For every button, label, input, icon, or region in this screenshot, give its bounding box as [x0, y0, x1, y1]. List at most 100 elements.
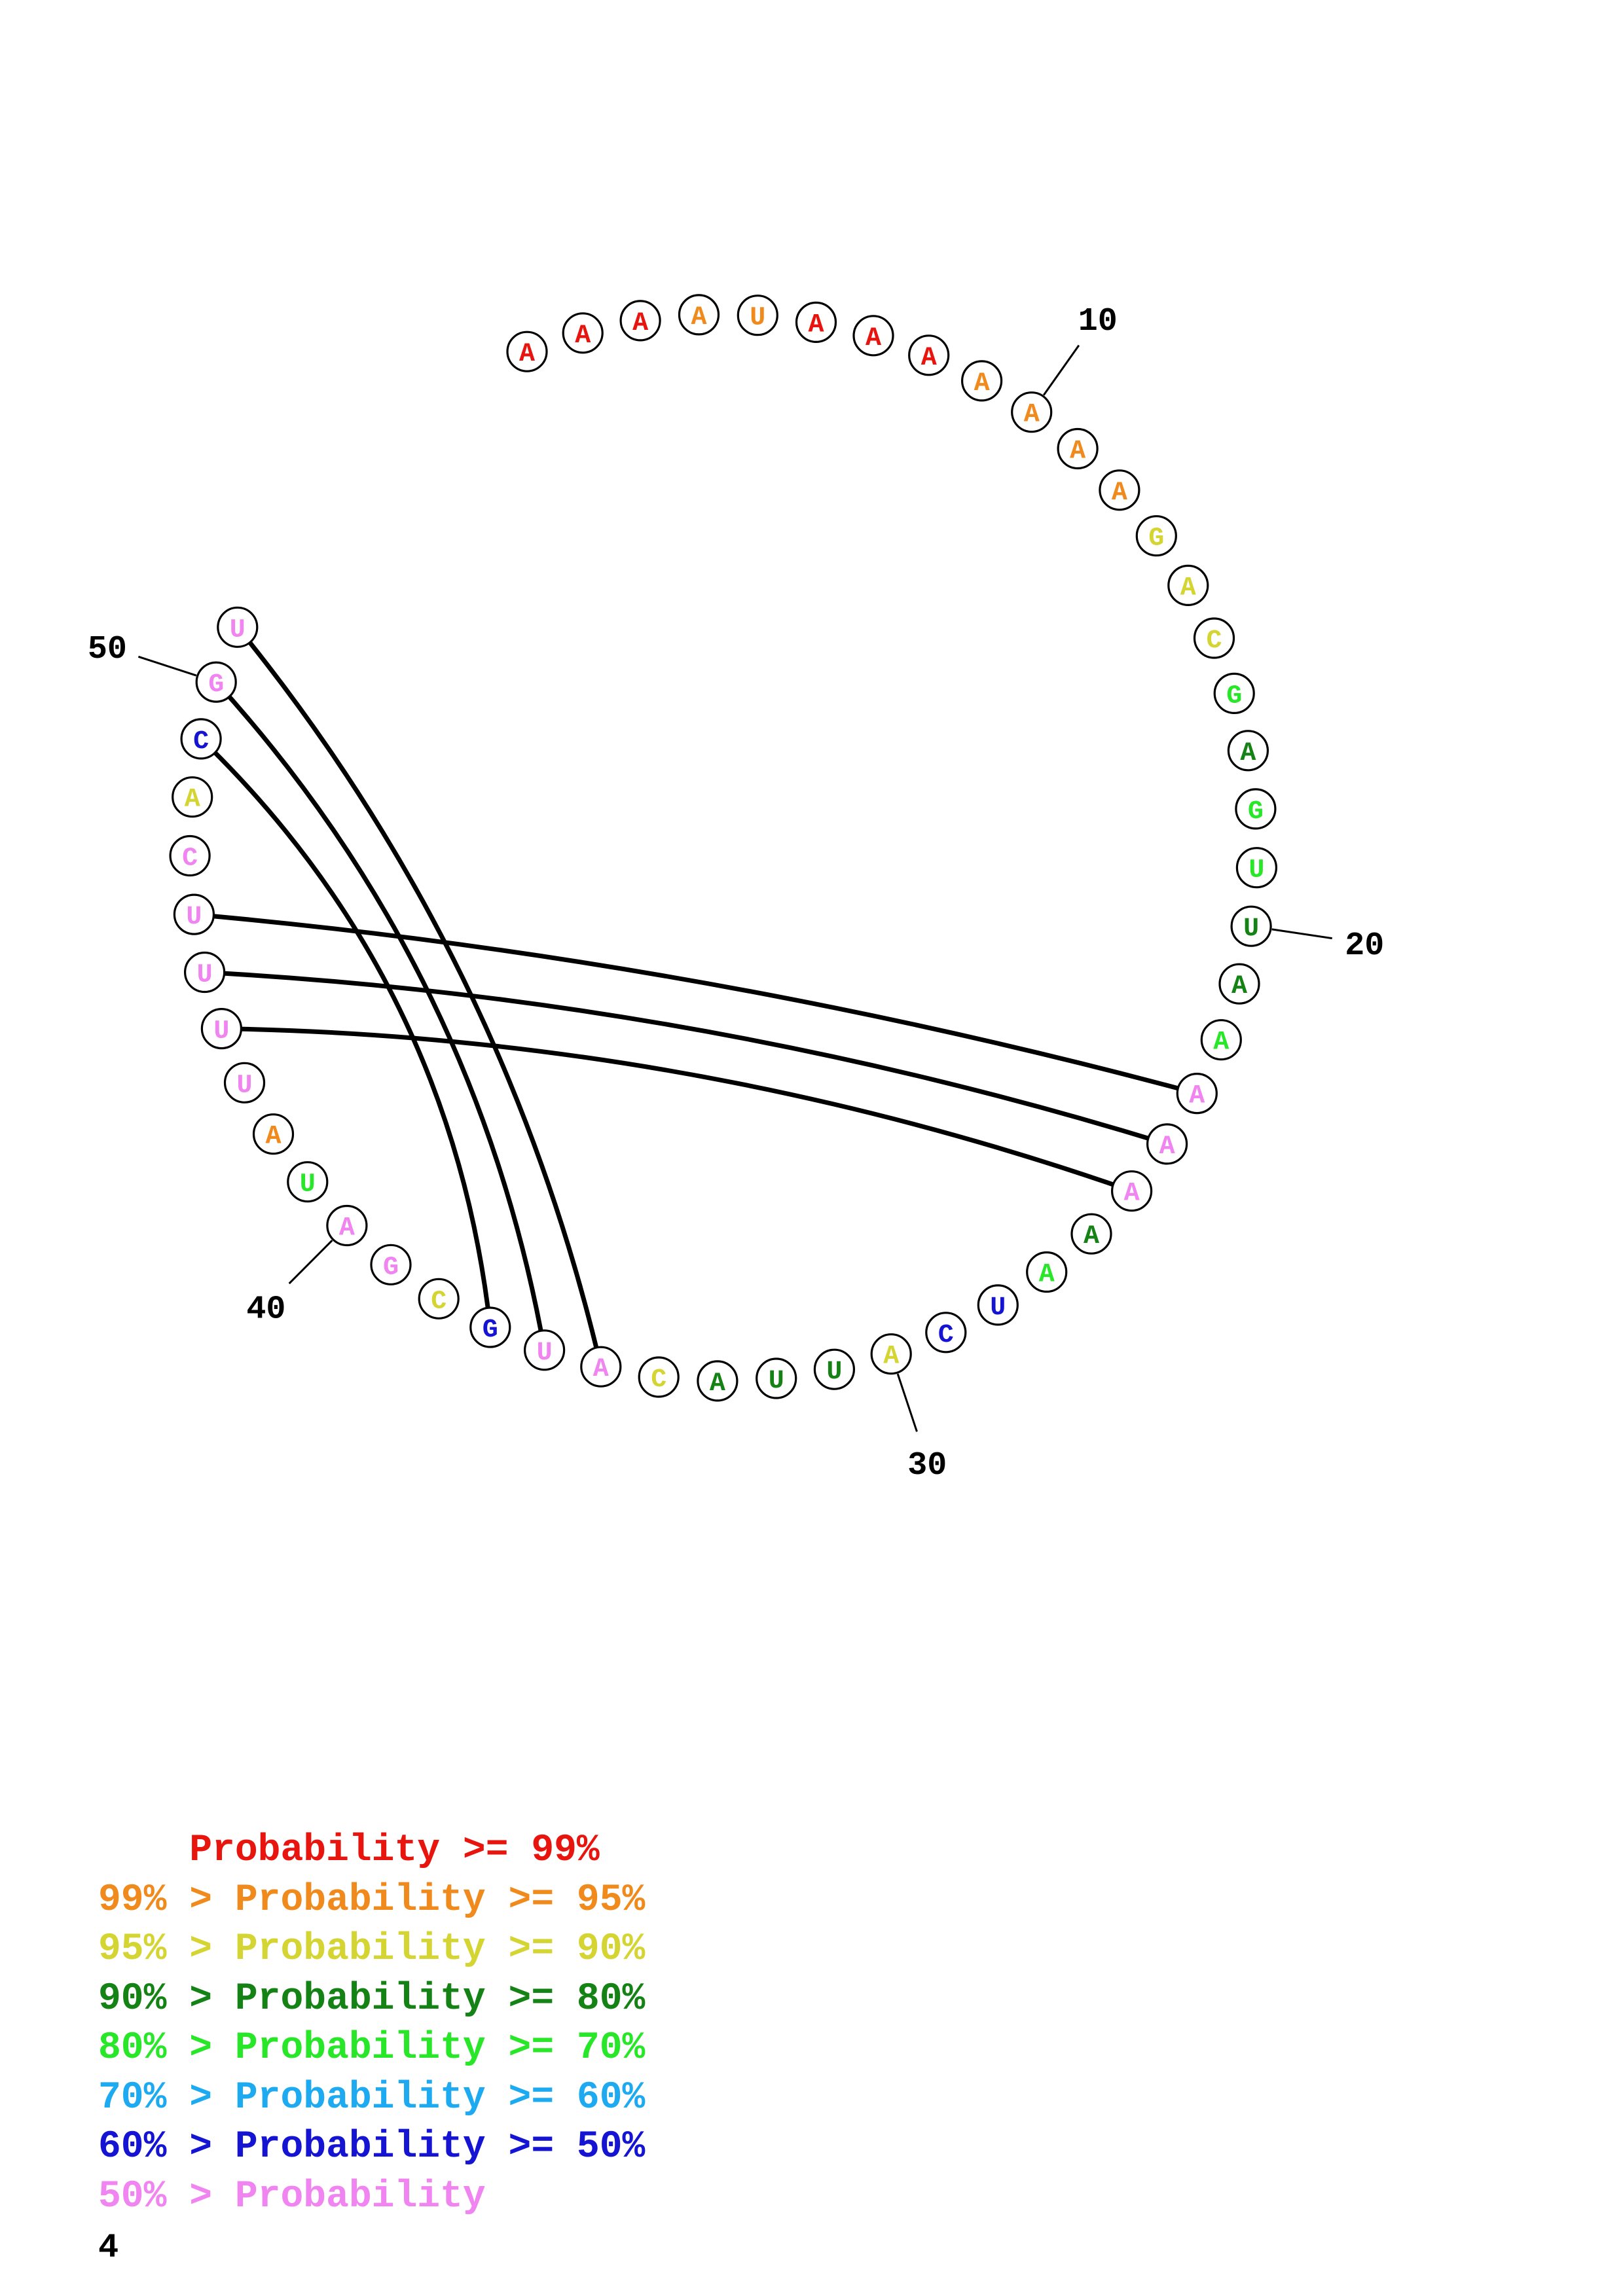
- base-29: C: [925, 1312, 967, 1354]
- base-pair-arcs: [191, 624, 1199, 1369]
- base-letter: A: [1039, 1261, 1055, 1290]
- base-letter: U: [537, 1338, 553, 1368]
- base-50: G: [195, 661, 237, 703]
- base-circle: [1011, 391, 1053, 433]
- base-circle: [1110, 1170, 1153, 1212]
- base-letter: A: [1189, 1082, 1205, 1111]
- legend-label: Probability >= 95%: [234, 1878, 646, 1922]
- base-circle: [908, 334, 950, 376]
- base-letter: A: [1112, 478, 1127, 508]
- base-33: A: [697, 1360, 739, 1402]
- position-tick-50: [137, 655, 197, 677]
- base-letter: U: [1243, 914, 1259, 944]
- base-circle: [195, 661, 237, 703]
- base-8: A: [908, 334, 950, 376]
- position-label-10: 10: [1078, 303, 1118, 340]
- base-51: U: [217, 606, 259, 648]
- base-18: G: [1235, 788, 1277, 830]
- base-pair-arc-35-51: [235, 624, 604, 1369]
- base-19: U: [1235, 847, 1278, 889]
- base-28: U: [977, 1284, 1019, 1326]
- base-circle: [1057, 427, 1099, 470]
- base-circle: [180, 718, 222, 760]
- legend-prefix: 70% >: [98, 2076, 235, 2119]
- base-circle: [1218, 963, 1260, 1005]
- base-circle: [1235, 788, 1277, 830]
- base-26: A: [1070, 1213, 1112, 1255]
- base-16: G: [1213, 672, 1255, 715]
- base-letter: A: [1124, 1179, 1140, 1209]
- base-circle: [1176, 1072, 1218, 1115]
- base-circle: [506, 331, 548, 372]
- legend-row-7: 50% > Probability: [98, 2172, 645, 2222]
- legend-label: Probability >= 70%: [234, 2027, 646, 2070]
- base-letter: C: [1206, 626, 1222, 656]
- base-letter: A: [883, 1342, 899, 1372]
- base-46: U: [173, 893, 215, 935]
- base-circle: [326, 1204, 368, 1247]
- base-letter: U: [197, 961, 213, 990]
- base-letter: A: [921, 344, 937, 373]
- legend-prefix: 90% >: [98, 1977, 235, 2020]
- base-circle: [756, 1357, 797, 1399]
- base-circle: [173, 893, 215, 935]
- base-5: U: [737, 295, 778, 336]
- base-34: C: [638, 1356, 680, 1398]
- legend-prefix: 80% >: [98, 2027, 235, 2070]
- nucleotide-bases: AA A A U A AAAAAAGACGAGUUAAAAAAAUCAUUACAUGCGA…: [169, 294, 1278, 1402]
- base-pair-arc-25-44: [219, 1026, 1135, 1194]
- base-pair-arc-23-46: [191, 912, 1199, 1096]
- legend-row-4: 80% > Probability >= 70%: [98, 2024, 645, 2073]
- base-circle: [697, 1360, 739, 1402]
- base-40: A: [326, 1204, 368, 1247]
- base-letter: A: [974, 369, 990, 399]
- legend-label: Probability >= 80%: [234, 1977, 646, 2020]
- position-tick-40: [288, 1240, 333, 1285]
- base-letter: U: [826, 1357, 842, 1387]
- base-circle: [870, 1333, 912, 1375]
- base-letter: G: [1248, 797, 1264, 827]
- base-letter: U: [769, 1367, 784, 1396]
- base-42: A: [252, 1113, 295, 1155]
- base-circle: [580, 1346, 622, 1388]
- base-circle: [223, 1062, 266, 1103]
- position-label-30: 30: [907, 1447, 947, 1484]
- base-letter: C: [431, 1287, 447, 1316]
- base-letter: U: [750, 304, 765, 333]
- base-letter: A: [1070, 437, 1085, 467]
- base-letter: G: [483, 1316, 498, 1345]
- base-letter: A: [1084, 1222, 1099, 1251]
- base-circle: [252, 1113, 295, 1155]
- base-letter: A: [691, 303, 706, 332]
- base-circle: [1167, 564, 1209, 607]
- base-letter: A: [519, 340, 535, 369]
- base-47: C: [169, 834, 211, 877]
- base-38: C: [418, 1278, 460, 1319]
- base-39: G: [370, 1244, 412, 1285]
- base-circle: [169, 834, 211, 877]
- base-30: A: [870, 1333, 912, 1375]
- position-tick-30: [896, 1373, 918, 1432]
- base-49: C: [180, 718, 222, 760]
- legend-row-5: 70% > Probability >= 60%: [98, 2073, 645, 2123]
- base-circle: [1099, 469, 1140, 511]
- base-pair-arc-37-49: [198, 736, 493, 1330]
- legend-row-1: 99% > Probability >= 95%: [98, 1876, 645, 1926]
- base-letter: A: [185, 785, 200, 815]
- legend-row-2: 95% > Probability >= 90%: [98, 1925, 645, 1975]
- base-circle: [1135, 515, 1177, 557]
- base-circle: [852, 315, 894, 357]
- base-1: A: [506, 331, 548, 372]
- base-letter: A: [710, 1369, 725, 1399]
- base-letter: C: [193, 727, 209, 757]
- legend-row-0: Probability >= 99%: [98, 1826, 645, 1876]
- base-letter: A: [808, 310, 824, 340]
- legend-label: Probability >= 50%: [234, 2126, 646, 2168]
- base-43: U: [223, 1062, 266, 1103]
- base-27: A: [1026, 1251, 1068, 1293]
- base-pair-arc-24-45: [202, 970, 1170, 1147]
- base-48: A: [172, 776, 213, 818]
- base-17: A: [1227, 730, 1269, 772]
- legend-row-3: 90% > Probability >= 80%: [98, 1975, 645, 2024]
